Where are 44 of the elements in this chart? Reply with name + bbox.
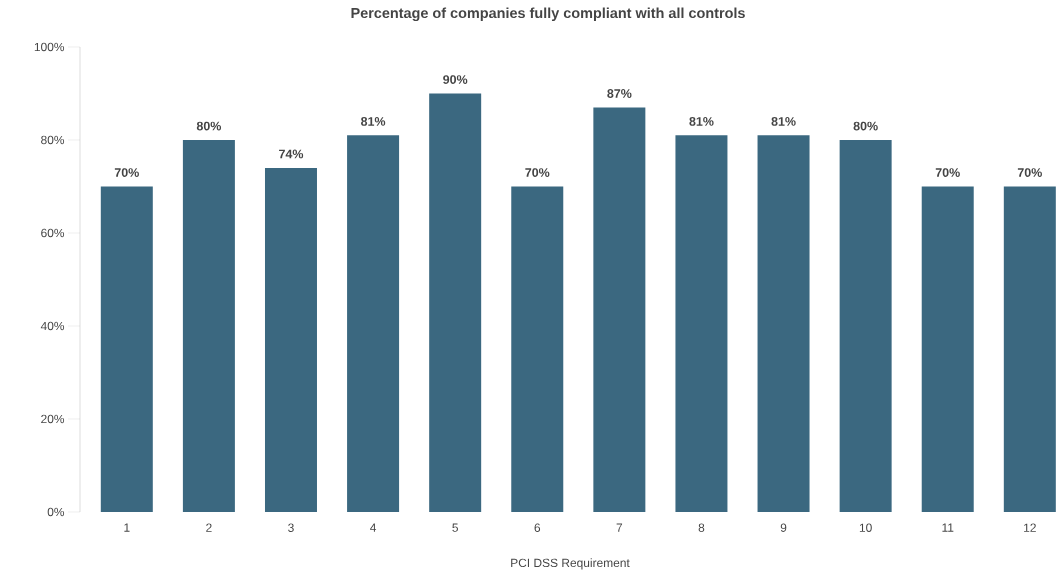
- data-label: 74%: [279, 149, 304, 159]
- bar: [1003, 186, 1056, 512]
- x-tick-label: 9: [780, 523, 787, 532]
- y-tick-label: 40%: [40, 321, 65, 331]
- data-label: 81%: [361, 117, 386, 126]
- x-tick-label: 4: [370, 523, 377, 532]
- x-tick-label: 8: [698, 523, 705, 532]
- data-label: 80%: [853, 121, 878, 131]
- data-label: 70%: [114, 168, 139, 177]
- bar: [429, 93, 482, 512]
- y-tick-label: 100%: [34, 42, 65, 52]
- x-tick-label: 5: [452, 523, 458, 532]
- x-tick-label: 3: [288, 523, 294, 532]
- x-tick-label: 11: [942, 523, 954, 532]
- data-label: 90%: [443, 75, 468, 84]
- bar: [593, 107, 646, 512]
- x-tick-label: 2: [206, 523, 212, 532]
- bar: [921, 186, 974, 512]
- bar: [511, 186, 564, 512]
- bar: [182, 139, 235, 512]
- x-tick-label: 6: [534, 523, 541, 532]
- bar: [757, 135, 810, 512]
- data-label: 81%: [771, 117, 796, 126]
- data-label: 70%: [935, 168, 960, 177]
- bar: [675, 135, 728, 512]
- data-label: 70%: [525, 168, 550, 177]
- data-label: 70%: [1017, 168, 1042, 177]
- x-tick-label: 7: [616, 523, 623, 532]
- y-tick-label: 80%: [41, 135, 65, 145]
- data-label: 81%: [689, 117, 714, 126]
- y-tick-label: 60%: [41, 228, 65, 238]
- bar: [347, 135, 400, 512]
- x-axis-title: PCI DSS Requirement: [511, 558, 630, 570]
- data-label: 80%: [196, 121, 222, 131]
- y-tick-label: 0%: [47, 507, 65, 517]
- y-tick-label: 20%: [41, 414, 65, 424]
- chart-title: Percentage of companies fully compliant with all controls: [351, 7, 745, 22]
- x-tick-label: 10: [859, 523, 872, 532]
- x-tick-label: 1: [124, 523, 130, 532]
- data-label: 87%: [607, 89, 632, 98]
- bar: [264, 167, 317, 512]
- bar: [839, 139, 892, 512]
- bar: [100, 186, 153, 512]
- x-tick-label: 12: [1024, 523, 1036, 532]
